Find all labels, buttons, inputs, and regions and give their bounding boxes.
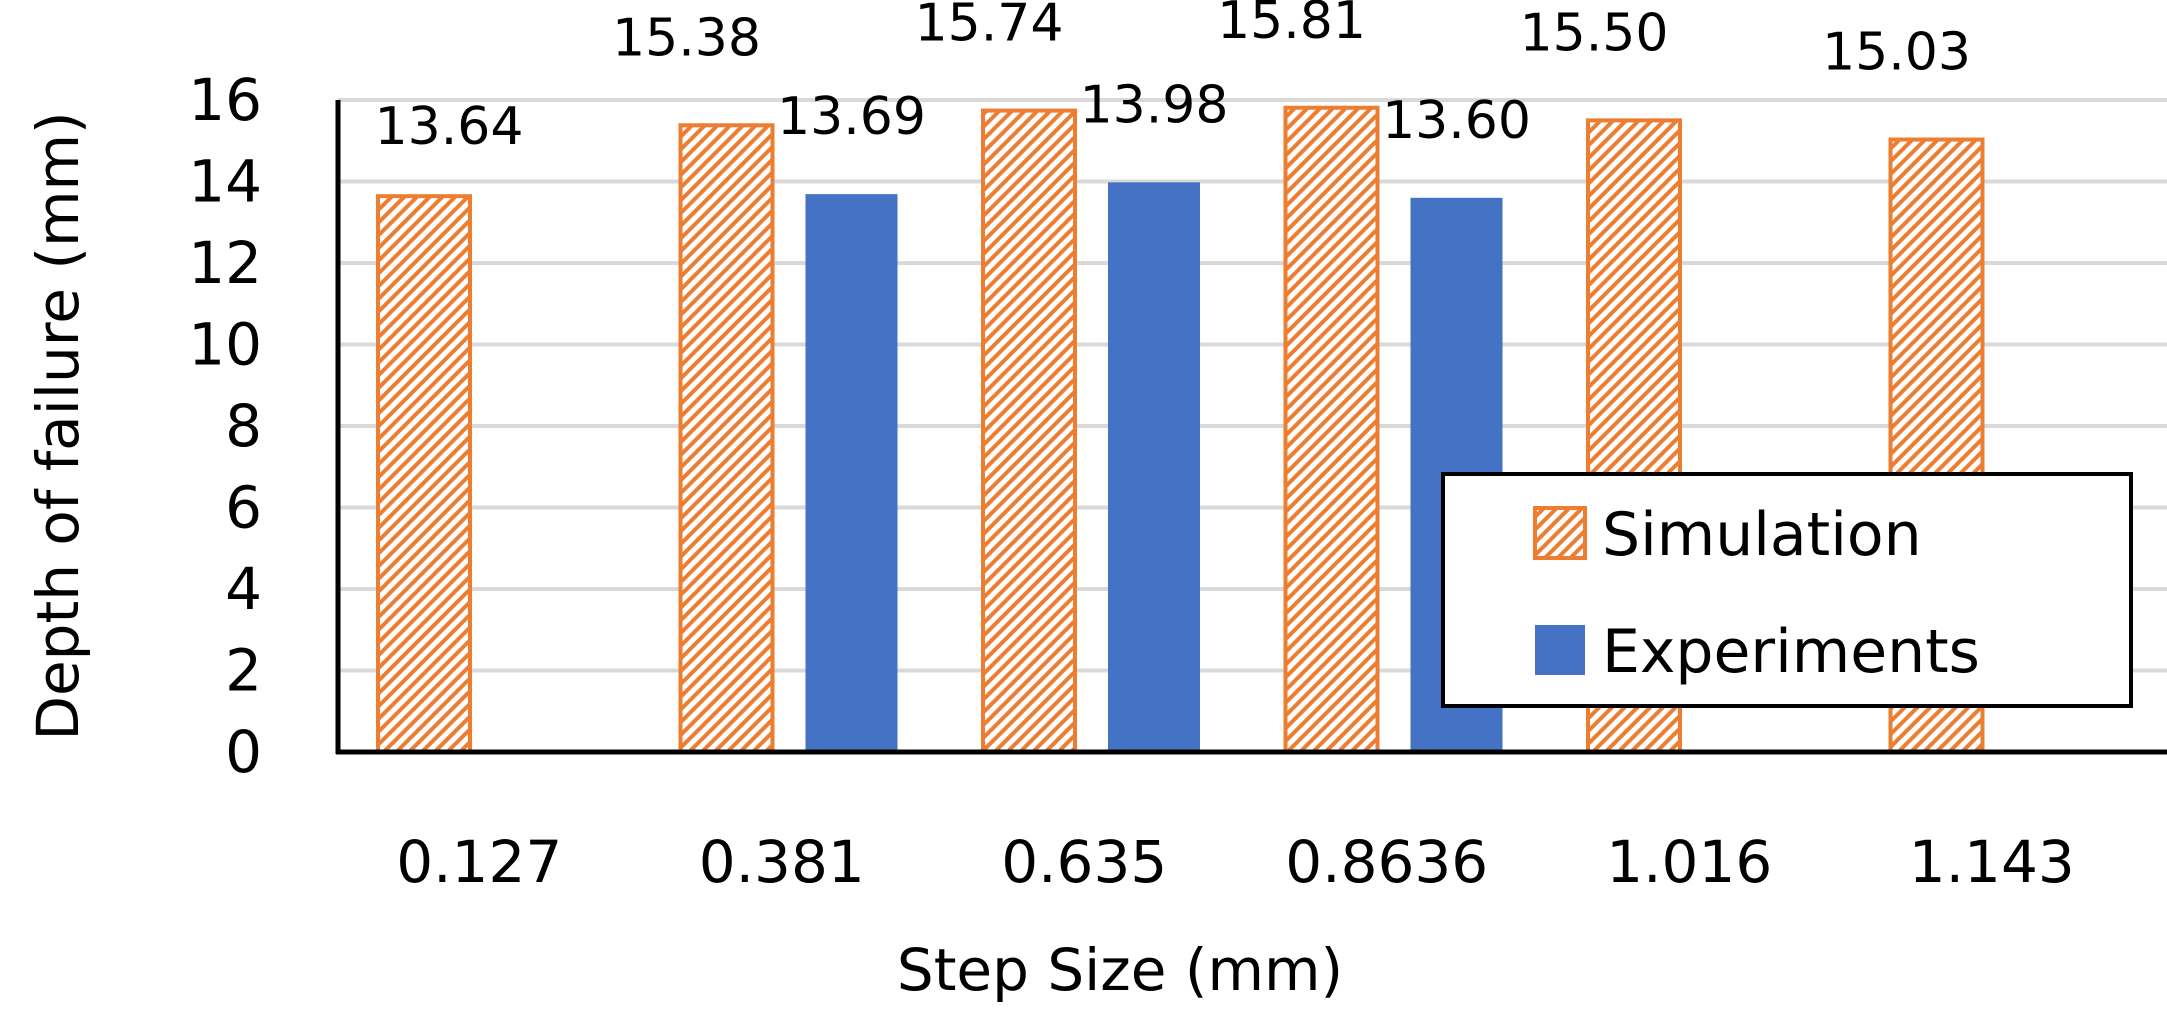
x-axis-title: Step Size (mm) (897, 936, 1343, 1004)
x-category-label-1.016: 1.016 (1606, 828, 1772, 896)
y-tick-label-12: 12 (188, 229, 262, 297)
data-label-experiments-0.8636: 13.60 (1382, 91, 1531, 151)
bar-experiments-0.635 (1108, 182, 1200, 752)
y-tick-label-2: 2 (225, 637, 262, 705)
legend-label-experiments: Experiments (1602, 617, 1980, 687)
x-category-label-0.8636: 0.8636 (1285, 828, 1488, 896)
x-category-label-0.127: 0.127 (396, 828, 562, 896)
data-label-simulation-0.381: 15.38 (612, 8, 761, 68)
bar-simulation-0.381 (678, 123, 775, 754)
y-tick-labels: 0 2 4 6 8 10 12 14 16 (188, 66, 262, 786)
y-tick-label-4: 4 (225, 555, 262, 623)
data-label-simulation-0.8636: 15.81 (1217, 0, 1366, 51)
data-label-simulation-0.635: 15.74 (915, 0, 1064, 54)
y-axis-title: Depth of failure (mm) (24, 111, 92, 740)
y-tick-label-8: 8 (225, 392, 262, 460)
bar-experiments-0.381 (805, 194, 898, 752)
y-tick-label-0: 0 (225, 718, 262, 786)
data-label-simulation-0.127: 13.64 (375, 97, 524, 157)
bar-simulation-0.127 (376, 194, 472, 755)
x-category-label-1.143: 1.143 (1909, 828, 2075, 896)
legend: Simulation Experiments (1441, 472, 2133, 708)
axes (335, 100, 2167, 755)
bar-simulation-0.8636 (1283, 105, 1380, 755)
data-label-simulation-1.143: 15.03 (1822, 23, 1971, 83)
legend-swatch-simulation (1533, 506, 1587, 560)
data-label-simulation-1.016: 15.50 (1520, 3, 1669, 63)
x-category-label-0.381: 0.381 (699, 828, 865, 896)
y-tick-label-10: 10 (188, 311, 262, 379)
bar-simulation-0.635 (981, 108, 1077, 755)
x-category-labels: 0.127 0.381 0.635 0.8636 1.016 1.143 (396, 828, 2075, 896)
x-category-label-0.635: 0.635 (1001, 828, 1167, 896)
gridlines (338, 98, 2167, 673)
y-tick-label-6: 6 (225, 474, 262, 542)
legend-label-simulation: Simulation (1602, 500, 1922, 570)
data-labels: 13.64 15.38 15.74 15.81 15.50 15.03 13.69 13.98… (375, 0, 1971, 157)
y-tick-label-16: 16 (188, 66, 262, 134)
legend-swatch-experiments (1535, 625, 1585, 675)
data-label-experiments-0.381: 13.69 (777, 87, 926, 147)
y-tick-label-14: 14 (188, 148, 262, 216)
data-label-experiments-0.635: 13.98 (1080, 75, 1229, 135)
